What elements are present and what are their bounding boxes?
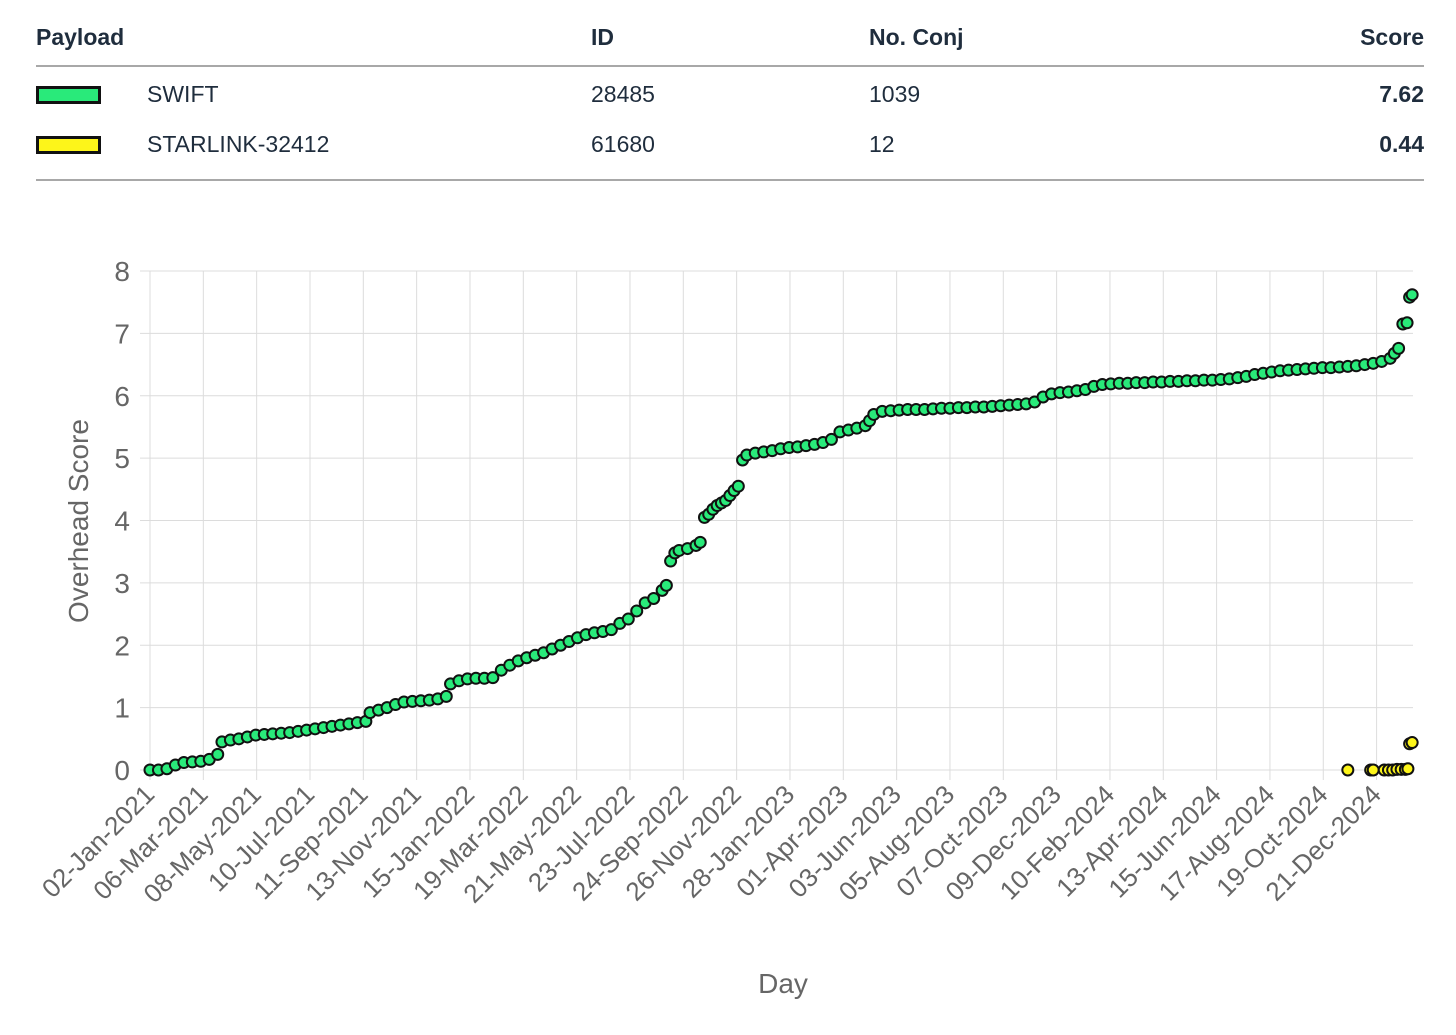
payload-score: 7.62 xyxy=(1379,81,1424,107)
y-tick-label: 4 xyxy=(114,506,130,537)
y-axis-ticks: 0 1 2 3 4 5 6 7 8 xyxy=(114,256,130,786)
data-point-swift xyxy=(630,604,644,618)
data-point-starlink-32412 xyxy=(1401,762,1415,776)
data-point-swift xyxy=(1392,341,1406,355)
data-point-swift xyxy=(1405,288,1419,302)
legend-swatch-starlink xyxy=(36,136,101,154)
y-tick-label: 0 xyxy=(114,755,130,786)
data-point-swift xyxy=(211,747,225,761)
payload-name: SWIFT xyxy=(147,81,219,107)
table-bottom-rule xyxy=(36,167,1424,181)
data-point-swift xyxy=(647,591,661,605)
payload-id: 28485 xyxy=(591,81,655,107)
y-axis-label: Overhead Score xyxy=(63,419,94,623)
data-point-swift xyxy=(824,432,838,446)
data-point-swift xyxy=(604,623,618,637)
header-id: ID xyxy=(591,24,614,50)
x-axis-ticks: 02-Jan-202106-Mar-202108-May-202110-Jul-… xyxy=(36,779,1387,909)
data-point-swift xyxy=(1400,316,1414,330)
chart-grid xyxy=(140,270,1413,780)
data-point-starlink-32412 xyxy=(1341,763,1355,777)
table-header: Payload ID No. Conj Score xyxy=(36,18,1424,67)
y-tick-label: 8 xyxy=(114,256,130,287)
header-payload: Payload xyxy=(36,24,125,50)
y-tick-label: 3 xyxy=(114,568,130,599)
data-point-swift xyxy=(439,689,453,703)
data-point-swift xyxy=(693,535,707,549)
payload-id: 61680 xyxy=(591,131,655,157)
chart-points xyxy=(143,288,1419,777)
overhead-score-chart: 0 1 2 3 4 5 6 7 8 02-Jan-202106-Mar-202108-May-2… xyxy=(36,256,1419,999)
header-no-conj: No. Conj xyxy=(869,24,964,50)
payload-conj-count: 12 xyxy=(869,131,895,157)
header-score: Score xyxy=(1360,24,1424,50)
table-row[interactable]: SWIFT 28485 1039 7.62 xyxy=(36,67,1424,117)
data-point-swift xyxy=(659,578,673,592)
data-point-swift xyxy=(731,479,745,493)
y-tick-label: 1 xyxy=(114,693,130,724)
table-row[interactable]: STARLINK-32412 61680 12 0.44 xyxy=(36,117,1424,167)
data-point-swift xyxy=(486,671,500,685)
legend-swatch-swift xyxy=(36,86,101,104)
payload-name: STARLINK-32412 xyxy=(147,131,330,157)
y-tick-label: 5 xyxy=(114,443,130,474)
x-axis-label: Day xyxy=(758,968,808,999)
data-point-swift xyxy=(621,612,635,626)
y-tick-label: 6 xyxy=(114,381,130,412)
payload-table: Payload ID No. Conj Score SWIFT 28485 10… xyxy=(36,18,1424,181)
data-point-starlink-32412 xyxy=(1366,763,1380,777)
y-tick-label: 2 xyxy=(114,630,130,661)
payload-conj-count: 1039 xyxy=(869,81,921,107)
y-tick-label: 7 xyxy=(114,318,130,349)
payload-score: 0.44 xyxy=(1379,131,1424,157)
data-point-starlink-32412 xyxy=(1405,736,1419,750)
